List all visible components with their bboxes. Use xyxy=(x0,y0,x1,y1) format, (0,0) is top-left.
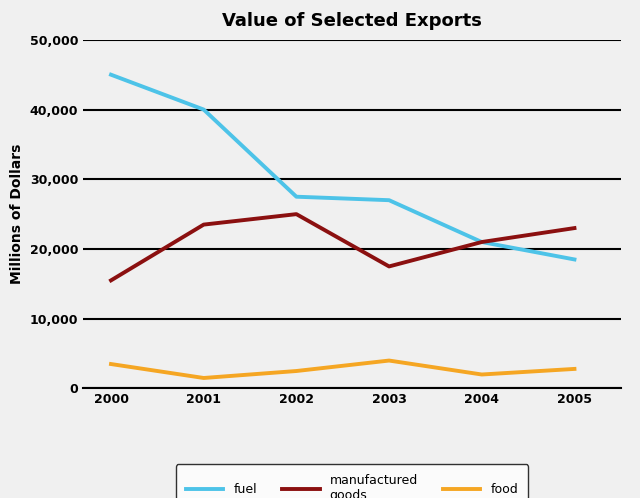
Y-axis label: Millions of Dollars: Millions of Dollars xyxy=(10,144,24,284)
Title: Value of Selected Exports: Value of Selected Exports xyxy=(222,12,482,30)
Legend: fuel, manufactured
goods, food: fuel, manufactured goods, food xyxy=(176,465,528,498)
